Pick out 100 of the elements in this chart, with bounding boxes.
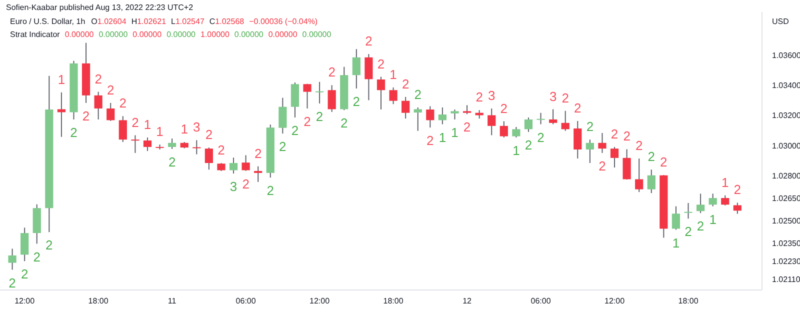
candlestick (376, 76, 386, 110)
annotation: 2 (254, 146, 262, 161)
annotation: 2 (524, 137, 532, 152)
annotation: 3 (488, 88, 496, 104)
annotation: 2 (610, 126, 618, 142)
candlestick (635, 158, 644, 193)
annotation: 2 (132, 114, 139, 130)
annotation: 0.00000 (64, 30, 94, 39)
annotation: C1.02568 (209, 17, 245, 26)
candlestick (696, 193, 705, 214)
candlestick (598, 132, 606, 154)
candlestick (721, 194, 730, 206)
annotation: 1 (722, 174, 729, 190)
candlestick (402, 96, 410, 120)
candlestick (315, 81, 324, 104)
x-tick-label: 11 (168, 296, 177, 306)
candlestick (389, 86, 398, 105)
candlestick (118, 116, 127, 142)
annotation: 1 (438, 130, 446, 145)
annotation: 2 (500, 100, 508, 116)
candlestick (733, 202, 742, 214)
annotation: 0.00000 (234, 30, 264, 39)
annotation: 0.00000 (132, 30, 162, 39)
candlestick (328, 84, 336, 112)
candlestick (192, 140, 201, 155)
annotation: 2 (20, 266, 28, 282)
annotation: 1 (451, 124, 458, 140)
annotation: 2 (377, 56, 385, 72)
x-tick-label: 06:00 (530, 296, 552, 306)
x-tick-label: 12:00 (310, 296, 330, 306)
annotation: 1 (672, 235, 680, 250)
annotation: 2 (684, 224, 692, 240)
annotation: 2 (696, 218, 704, 234)
candlestick (586, 139, 594, 164)
candlestick (536, 112, 545, 125)
annotation: 2 (106, 82, 114, 98)
candlestick (242, 154, 250, 172)
annotation: H1.02621 (131, 17, 167, 26)
candlestick (647, 169, 656, 194)
y-axis-title: USD (772, 17, 790, 26)
candlestick (254, 166, 262, 182)
candlestick (512, 126, 520, 138)
annotation: 2 (218, 142, 225, 158)
candlestick (290, 82, 300, 118)
annotation: 2 (328, 64, 336, 80)
x-tick-label: 12:00 (604, 296, 626, 306)
candlestick (500, 120, 508, 138)
annotation: 0.00000 (302, 30, 332, 39)
candlestick (488, 108, 496, 136)
annotation: 1 (58, 72, 66, 87)
candlestick (229, 157, 238, 174)
y-tick-label: 1.02110 (772, 275, 800, 284)
annotation: 2 (279, 139, 286, 154)
annotation: 2 (414, 86, 422, 102)
annotation: −0.00036 (−0.04%) (249, 17, 318, 26)
annotation: 1 (144, 117, 152, 132)
annotation: 2 (242, 176, 250, 192)
annotation: 2 (734, 182, 742, 198)
annotation: 1.00000 (200, 30, 230, 39)
annotation: 0.00000 (166, 30, 196, 39)
x-tick-label: 06:00 (236, 296, 256, 306)
annotation: 2 (476, 90, 483, 105)
annotation: 2 (365, 34, 372, 49)
annotation: 2 (598, 158, 606, 174)
annotation: 2 (168, 154, 176, 170)
annotation: 2 (537, 130, 544, 145)
annotation: 1 (180, 122, 188, 137)
candlestick (438, 106, 447, 125)
candlestick (20, 227, 29, 262)
candlestick (462, 104, 472, 115)
annotation: 2 (402, 76, 410, 92)
annotation: 2 (660, 154, 668, 170)
annotation: 3 (230, 179, 238, 194)
candlestick (106, 102, 115, 122)
annotation: 2 (304, 114, 311, 130)
annotation: 2 (46, 238, 53, 253)
candlestick (610, 146, 619, 168)
candlestick (549, 108, 558, 125)
candlestick (524, 116, 533, 132)
candlestick (708, 193, 717, 207)
annotation: 2 (33, 249, 40, 264)
x-tick-label: 18:00 (383, 296, 404, 306)
annotation: 2 (291, 123, 299, 138)
candlestick (622, 148, 631, 180)
annotation: 1 (156, 124, 164, 140)
candlestick (561, 110, 570, 132)
annotation: 2 (648, 149, 656, 164)
annotation: 2 (562, 90, 569, 106)
annotation: 2 (635, 138, 643, 154)
annotation: 1 (512, 143, 520, 158)
x-tick-label: 18:00 (88, 296, 109, 306)
annotation: 2 (82, 108, 90, 124)
candlestick (426, 106, 434, 128)
annotation: 0.00000 (268, 30, 298, 39)
candlestick (352, 48, 360, 89)
annotation: 1 (709, 212, 716, 227)
candlestick (672, 206, 680, 230)
candlestick (450, 109, 459, 120)
x-tick-label: 12:00 (14, 296, 36, 306)
annotation: 3 (549, 88, 557, 104)
